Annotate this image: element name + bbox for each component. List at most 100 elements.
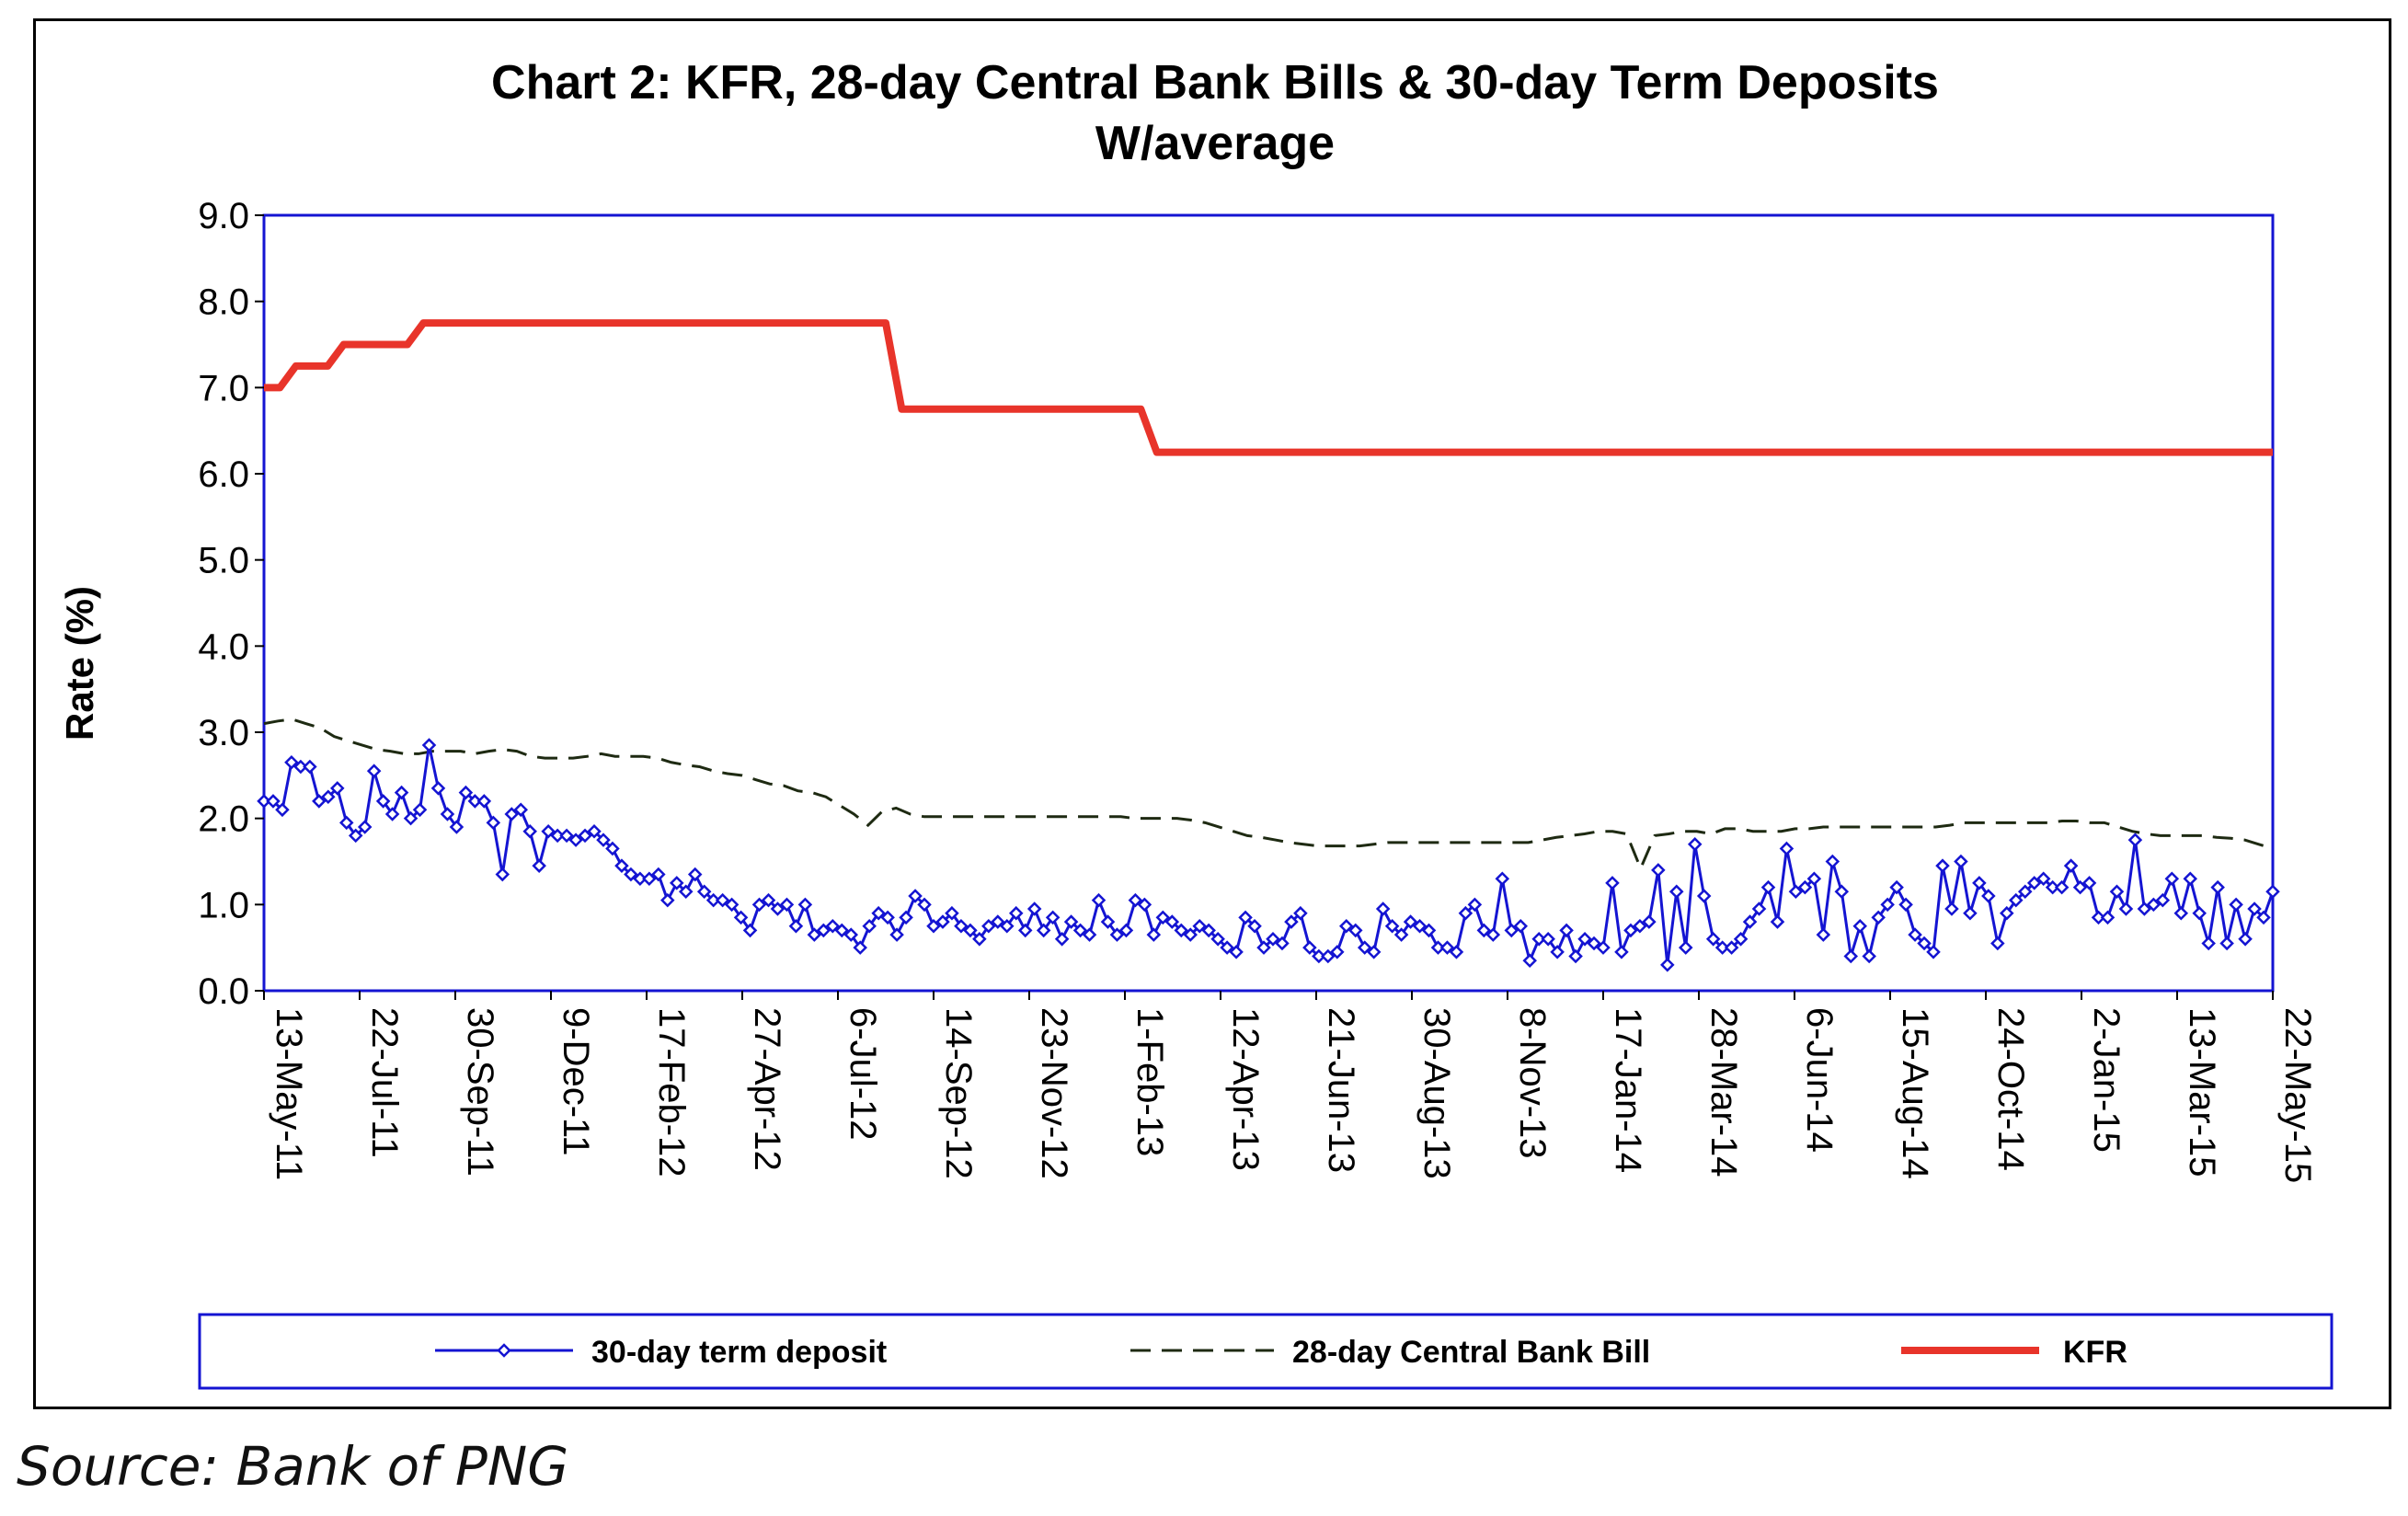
term-deposit-point: [1109, 927, 1125, 942]
chart-frame: Chart 2: KFR, 28-day Central Bank Bills …: [33, 18, 2391, 1409]
x-tick-label: 6-Jun-14: [1799, 1007, 1840, 1153]
term-deposit-point: [1669, 884, 1684, 900]
term-deposit-point: [266, 794, 281, 809]
term-deposit-point: [366, 764, 382, 778]
x-tick-label: 2-Jan-15: [2086, 1007, 2127, 1153]
term-deposit-point: [1908, 927, 1922, 942]
x-tick-label: 28-Mar-14: [1703, 1007, 1744, 1177]
term-deposit-point: [440, 807, 455, 821]
term-deposit-point: [871, 905, 886, 921]
x-tick-label: 23-Nov-12: [1034, 1007, 1074, 1179]
term-deposit-point: [513, 802, 529, 818]
y-tick-label: 3.0: [198, 713, 249, 753]
term-deposit-point: [348, 828, 363, 844]
term-deposit-point: [2201, 936, 2216, 951]
y-tick-label: 4.0: [198, 626, 249, 667]
term-deposit-point: [2054, 879, 2070, 895]
term-deposit-point: [1816, 927, 1831, 942]
term-deposit-point: [642, 871, 657, 887]
term-deposit-point: [1862, 948, 1876, 964]
x-tick-label: 22-May-15: [2277, 1007, 2318, 1183]
term-deposit-point: [2173, 905, 2189, 921]
term-deposit-point: [2127, 833, 2143, 847]
term-deposit-point: [1880, 897, 1895, 913]
term-deposit-point: [816, 923, 831, 938]
term-deposit-point: [954, 918, 969, 934]
term-deposit-point: [275, 802, 290, 818]
term-deposit-point: [2164, 871, 2180, 887]
term-deposit-point: [1063, 914, 1079, 929]
term-deposit-point: [486, 815, 501, 831]
x-tick-label: 17-Jan-14: [1608, 1007, 1648, 1173]
term-deposit-point: [807, 927, 822, 942]
term-deposit-point: [568, 833, 583, 847]
term-deposit-point: [1705, 932, 1721, 947]
legend-diamond-marker: [497, 1343, 511, 1358]
term-deposit-point: [550, 828, 565, 844]
term-deposit-point: [2081, 876, 2097, 890]
term-deposit-point: [733, 910, 749, 925]
term-deposit-point: [1467, 897, 1483, 913]
term-deposit-point: [1449, 945, 1464, 959]
x-tick-label: 21-Jun-13: [1321, 1007, 1361, 1173]
y-tick-label: 2.0: [198, 799, 249, 840]
term-deposit-point: [2118, 902, 2134, 916]
term-deposit-point: [532, 858, 546, 873]
term-deposit-point: [742, 923, 758, 938]
term-deposit-point: [1045, 910, 1061, 925]
term-deposit-point: [1174, 923, 1189, 938]
term-deposit-point: [1357, 940, 1372, 955]
term-deposit-point: [1008, 905, 1024, 921]
term-deposit-point: [2219, 936, 2234, 951]
term-deposit-point: [1017, 923, 1033, 938]
x-tick-label: 12-Apr-13: [1225, 1007, 1266, 1171]
term-deposit-point: [1788, 884, 1804, 900]
term-deposit-point: [449, 820, 464, 834]
term-deposit-point: [1605, 876, 1620, 890]
term-deposit-point: [1797, 879, 1813, 895]
term-deposit-point: [614, 858, 629, 873]
term-deposit-point: [687, 867, 703, 882]
term-deposit-point: [889, 927, 904, 942]
term-deposit-point: [991, 914, 1005, 929]
term-deposit-point: [1522, 953, 1537, 968]
term-deposit-point: [2000, 905, 2014, 921]
x-tick-label: 1-Feb-13: [1129, 1007, 1170, 1156]
term-deposit-point: [2238, 932, 2253, 947]
term-deposit-point: [1293, 905, 1308, 921]
term-deposit-point: [1614, 945, 1629, 959]
term-deposit-point: [1596, 940, 1611, 955]
term-deposit-point: [880, 910, 895, 925]
term-deposit-point: [2109, 884, 2125, 900]
term-deposit-point: [751, 897, 767, 913]
term-deposit-point: [394, 785, 409, 800]
term-deposit-point: [2183, 871, 2198, 887]
term-deposit-point: [1623, 923, 1638, 938]
term-deposit-point: [1275, 936, 1290, 951]
term-deposit-point: [669, 876, 684, 890]
term-deposit-point: [596, 833, 611, 847]
term-deposit-point: [1550, 945, 1565, 959]
term-deposit-point: [1917, 936, 1932, 951]
term-deposit-point: [1633, 918, 1647, 934]
term-deposit-point: [421, 738, 437, 752]
term-deposit-point: [1724, 940, 1739, 955]
term-deposit-point: [1238, 910, 1253, 925]
term-deposit-point: [587, 823, 602, 839]
term-deposit-point: [715, 892, 730, 908]
term-deposit-point: [1366, 945, 1382, 959]
term-deposit-point: [705, 892, 721, 908]
term-deposit-point: [1806, 871, 1822, 887]
term-deposit-point: [2026, 876, 2042, 890]
term-deposit-point: [504, 807, 520, 821]
term-deposit-point: [1559, 923, 1574, 938]
kfr-line: [264, 319, 2273, 456]
chart-title: Chart 2: KFR, 28-day Central Bank Bills …: [491, 56, 1939, 109]
term-deposit-point: [2155, 892, 2171, 908]
term-deposit-point: [1825, 854, 1840, 869]
term-deposit-point: [430, 781, 446, 796]
cbb-line: [263, 718, 2274, 872]
term-deposit-point: [1687, 836, 1703, 852]
term-deposit-point: [963, 923, 978, 938]
x-tick-label: 14-Sep-12: [938, 1007, 979, 1179]
